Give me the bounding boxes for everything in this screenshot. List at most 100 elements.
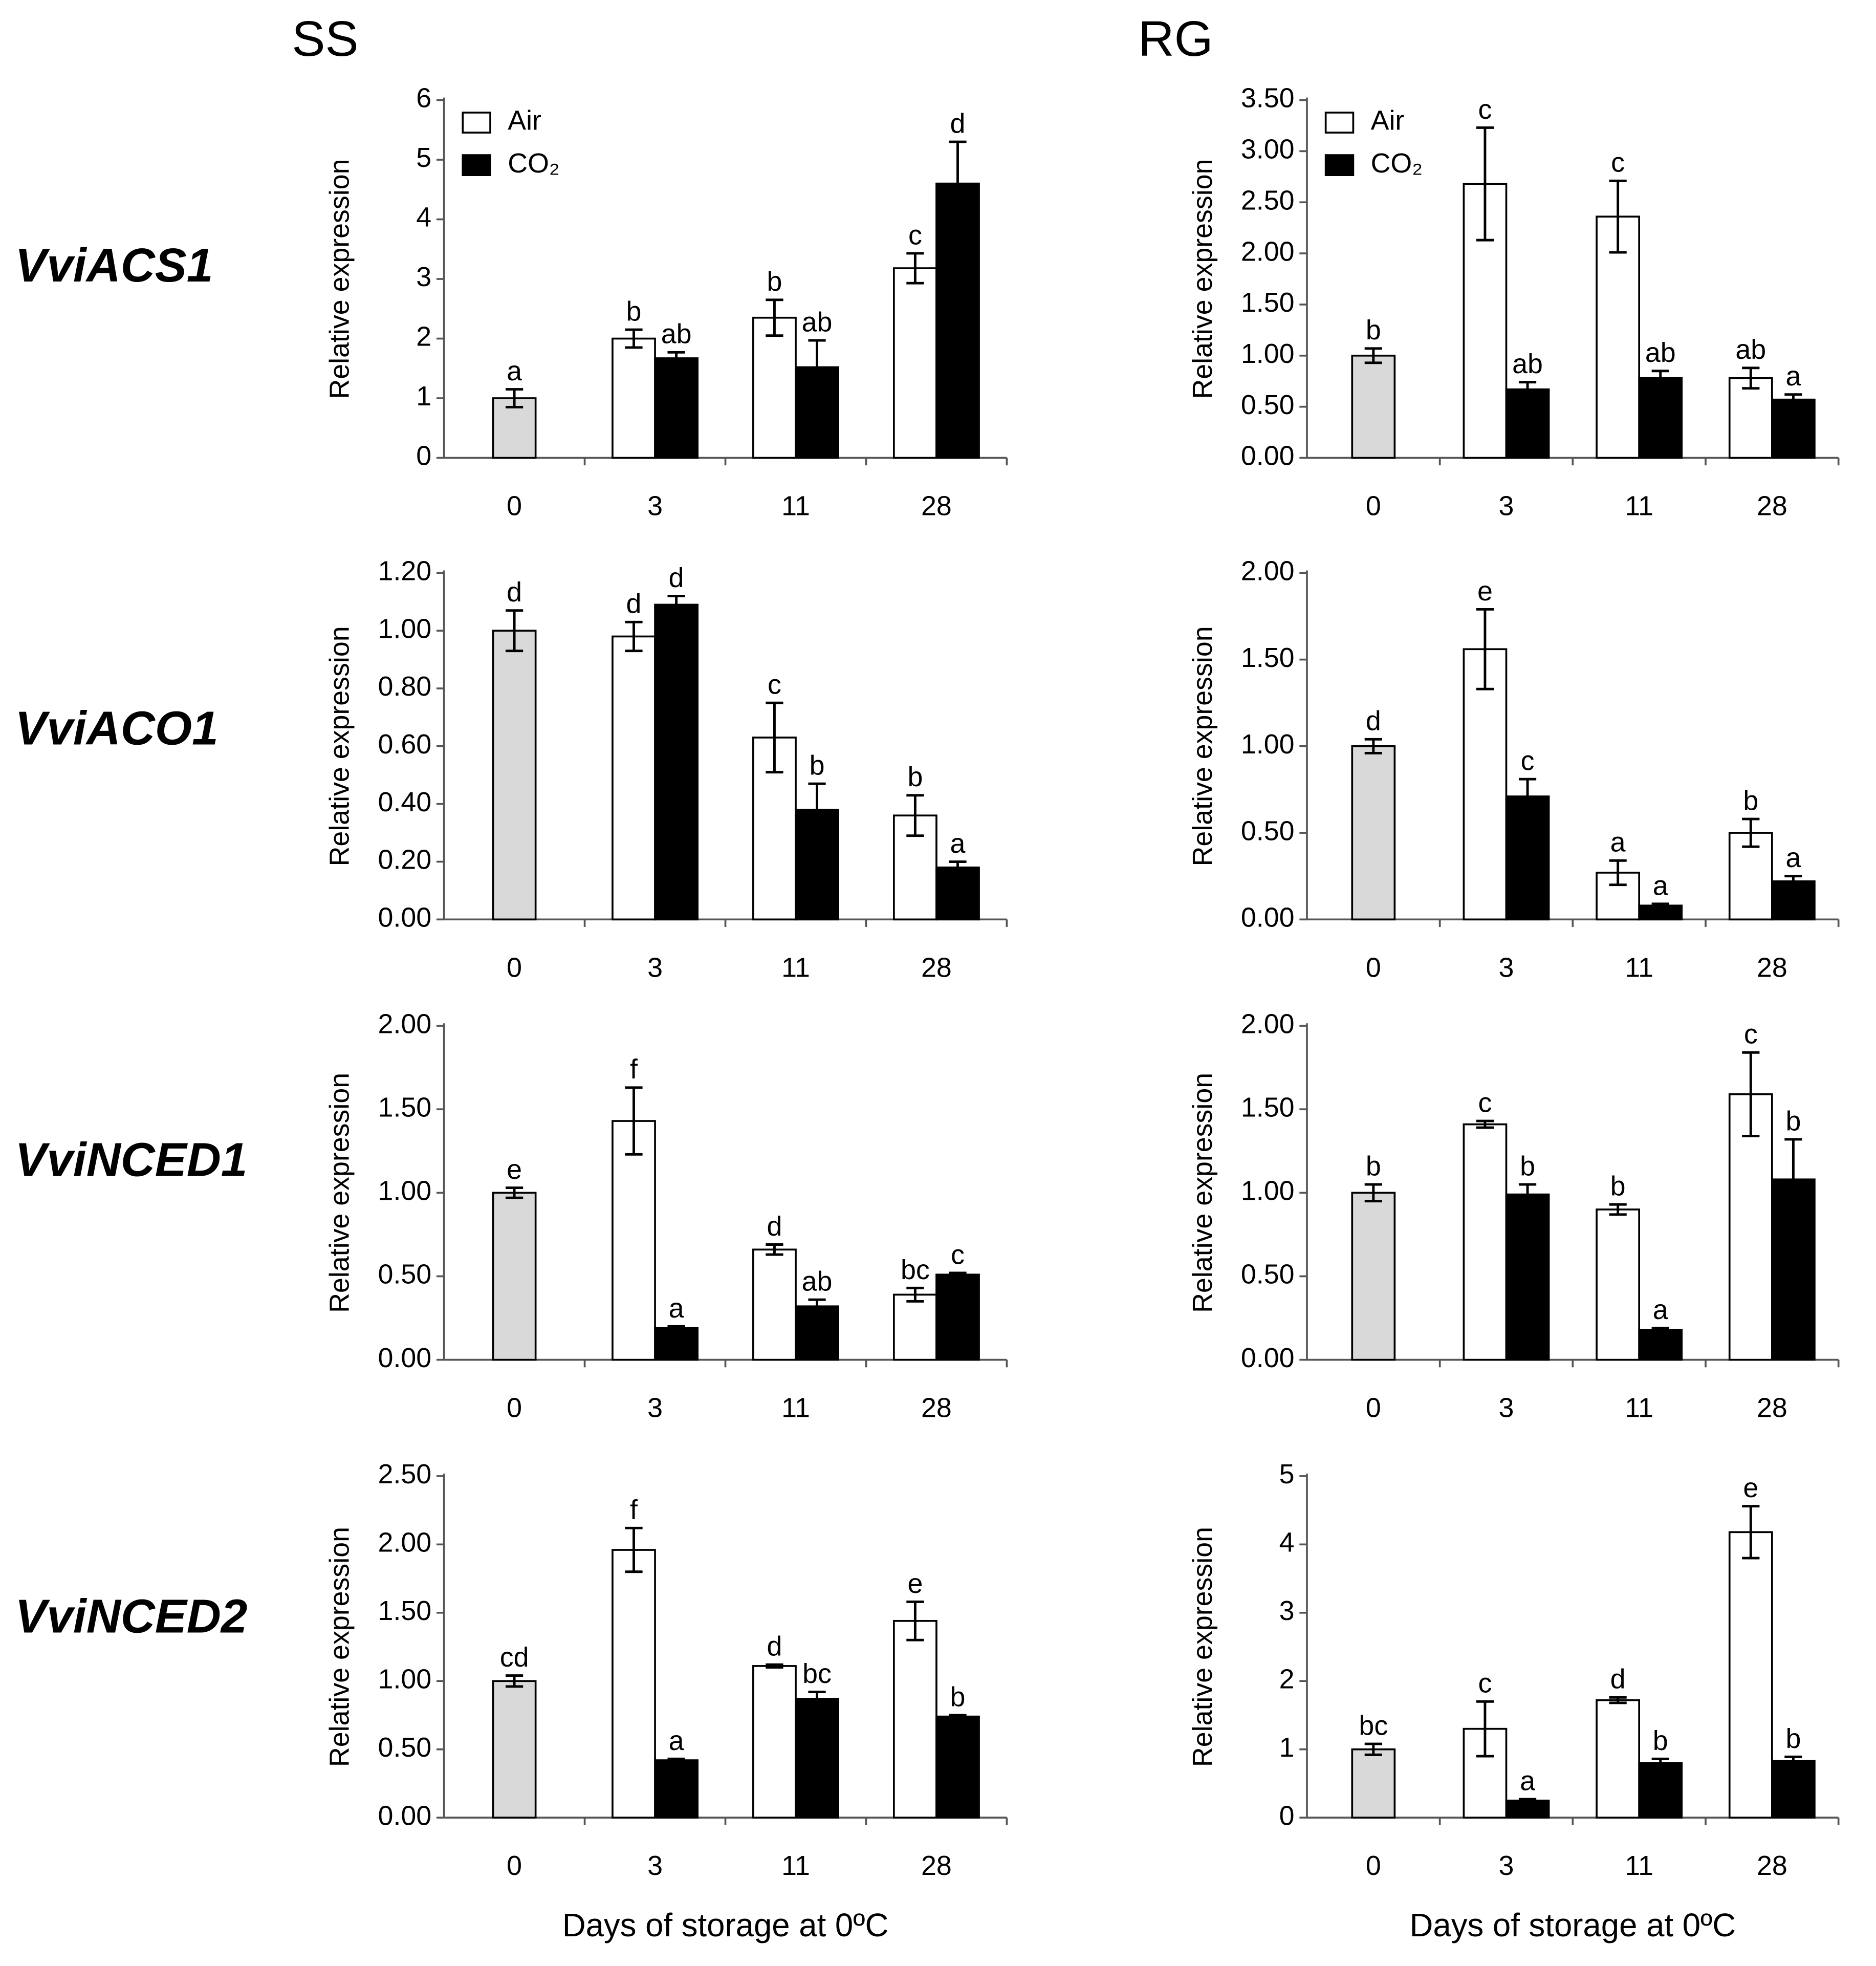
x-axis-label: Days of storage at 0ºC (1410, 1907, 1736, 1943)
error-bar (766, 1243, 783, 1256)
y-tick-label: 1.50 (1241, 1092, 1295, 1122)
y-axis-label: Relative expression (324, 1527, 355, 1767)
legend-swatch (462, 154, 491, 176)
y-tick-label: 1.50 (1241, 287, 1295, 318)
y-tick-label: 5 (416, 142, 431, 173)
x-tick-label: 28 (921, 1850, 952, 1881)
error-bar (1476, 126, 1494, 242)
y-tick-label: 2 (1279, 1663, 1295, 1694)
y-tick-label: 1 (1279, 1732, 1295, 1763)
y-tick-label: 0.40 (378, 787, 432, 817)
significance-label: a (1520, 1766, 1535, 1797)
row-title: VviACS1 (15, 239, 213, 292)
error-bar (1742, 1505, 1760, 1560)
x-tick-label: 11 (1625, 490, 1653, 521)
x-tick-label: 3 (647, 490, 663, 521)
x-tick-label: 11 (1625, 952, 1653, 983)
significance-label: ab (1645, 337, 1676, 368)
bar (1771, 398, 1816, 459)
bar (935, 1715, 980, 1819)
y-axis-label: Relative expression (324, 159, 355, 399)
x-tick-label: 28 (921, 952, 952, 983)
bar (1596, 215, 1641, 459)
error-bar (667, 595, 685, 615)
error-bar (625, 1526, 643, 1573)
significance-label: f (630, 1495, 638, 1525)
significance-label: a (1785, 361, 1801, 392)
significance-label: b (1743, 785, 1758, 816)
x-tick-label: 3 (1499, 1393, 1514, 1423)
y-tick-label: 2.00 (378, 1527, 432, 1558)
bar (795, 1698, 839, 1819)
error-bar (667, 1325, 685, 1331)
bar (935, 182, 980, 459)
y-tick-label: 0.00 (378, 902, 432, 933)
error-bar (808, 339, 826, 396)
error-bar (1784, 1138, 1802, 1221)
error-bar (625, 1086, 643, 1156)
y-tick-label: 2.50 (1241, 185, 1295, 215)
error-bar (949, 1271, 967, 1278)
y-tick-label: 0.00 (378, 1800, 432, 1831)
x-tick-label: 0 (507, 1850, 522, 1881)
legend-swatch (1324, 154, 1355, 176)
x-tick-label: 0 (1366, 490, 1381, 521)
y-tick-label: 1.00 (378, 613, 432, 644)
y-tick-label: 2.00 (1241, 556, 1295, 587)
y-tick-label: 2 (416, 321, 431, 352)
y-tick-label: 0.50 (1241, 390, 1295, 420)
y-axis-label: Relative expression (1187, 1073, 1218, 1313)
significance-label: b (1653, 1725, 1668, 1756)
bar (492, 630, 537, 921)
bar (612, 337, 656, 459)
error-bar (1742, 366, 1760, 390)
bar (492, 1680, 537, 1819)
significance-label: ab (1512, 349, 1543, 379)
y-tick-label: 3.00 (1241, 134, 1295, 165)
x-tick-label: 11 (781, 952, 810, 983)
significance-label: b (1785, 1723, 1801, 1754)
bar (893, 267, 937, 459)
error-bar (505, 388, 523, 408)
bar (1351, 1748, 1396, 1819)
y-tick-label: 0 (1279, 1800, 1295, 1831)
bar (1728, 377, 1773, 459)
error-bar (505, 1186, 523, 1199)
bar (612, 1549, 656, 1819)
bar (1638, 1762, 1683, 1819)
error-bar (949, 860, 967, 875)
y-tick-label: 2.00 (1241, 1008, 1295, 1039)
x-tick-label: 28 (921, 490, 952, 521)
bar (612, 1120, 656, 1361)
significance-label: cd (500, 1642, 529, 1673)
y-tick-label: 0.00 (378, 1343, 432, 1373)
error-bar (1364, 1183, 1382, 1203)
x-tick-label: 11 (781, 490, 810, 521)
error-bar (1651, 1757, 1669, 1768)
bar (752, 1665, 797, 1819)
bar (795, 1305, 839, 1361)
significance-label: e (907, 1568, 923, 1599)
significance-label: e (1743, 1473, 1758, 1503)
bar (1596, 1208, 1641, 1361)
error-bar (1518, 1798, 1537, 1803)
y-tick-label: 0.00 (1241, 1343, 1295, 1373)
x-tick-label: 11 (1625, 1850, 1653, 1881)
x-tick-label: 3 (647, 1393, 663, 1423)
significance-label: d (1610, 1664, 1626, 1695)
significance-label: a (507, 356, 522, 386)
x-tick-label: 28 (921, 1393, 952, 1423)
error-bar (766, 298, 783, 337)
error-bar (667, 1757, 685, 1763)
error-bar (1742, 1051, 1760, 1137)
significance-label: ab (802, 307, 833, 337)
y-tick-label: 4 (1279, 1527, 1295, 1558)
bar (935, 1273, 980, 1361)
y-tick-label: 1.50 (1241, 642, 1295, 673)
error-bar (1609, 1696, 1627, 1704)
significance-label: b (1610, 1171, 1626, 1202)
error-bar (766, 1663, 783, 1669)
bar (1728, 1093, 1773, 1361)
significance-label: c (1478, 94, 1492, 125)
significance-label: c (1478, 1087, 1492, 1118)
